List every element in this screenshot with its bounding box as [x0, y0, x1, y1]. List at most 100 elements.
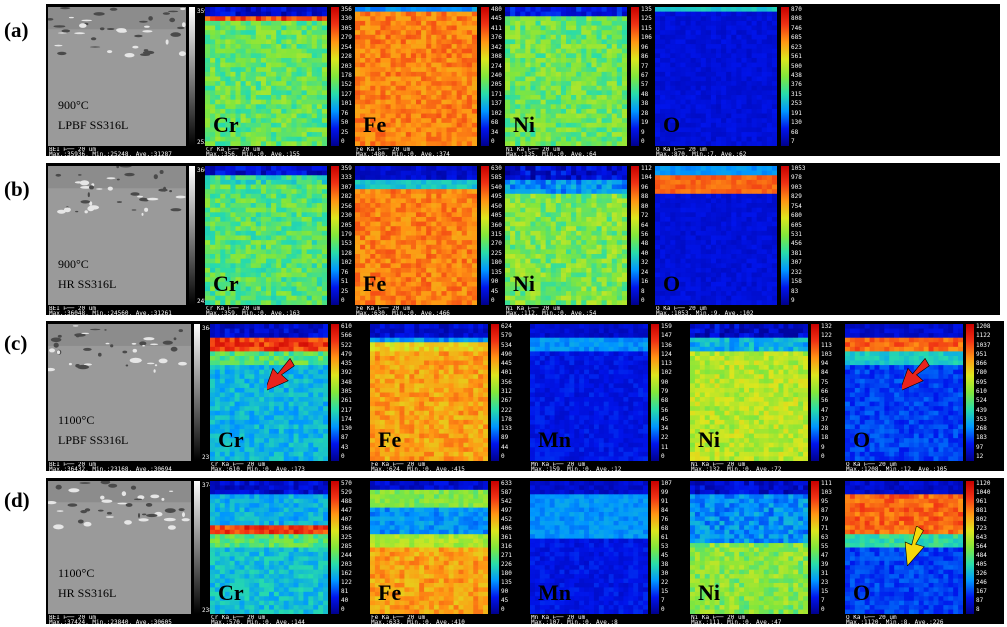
- scale-tick-label: 103: [821, 350, 832, 358]
- scale-tick-label: 135: [501, 579, 512, 586]
- color-scale-bar: [811, 324, 819, 461]
- element-label: Fe: [363, 112, 387, 137]
- intensity-map: [210, 481, 328, 614]
- grayscale-bar: [194, 481, 200, 614]
- scale-tick-label: 135: [641, 6, 652, 13]
- scale-tick-label: 56: [641, 231, 649, 238]
- scale-tick-label: 183: [976, 434, 987, 442]
- scale-tick-label: 624: [501, 323, 512, 330]
- scale-tick-label: 87: [976, 597, 984, 604]
- element-label: Ni: [698, 427, 720, 452]
- scale-tick-label: 452: [501, 516, 512, 523]
- scale-tick-label: 0: [641, 138, 645, 145]
- element-label: Mn: [538, 427, 571, 452]
- color-scale-bar: [631, 7, 639, 146]
- map-caption: Cr Ka ⊢── 20 um Max.:570, Min.:0, Ave.:14…: [211, 615, 305, 625]
- scale-tick-label: 39: [821, 561, 829, 568]
- scale-tick-label: 113: [821, 341, 832, 349]
- element-label: Cr: [213, 271, 239, 296]
- color-scale-bar: [781, 166, 789, 305]
- scale-tick-label: 401: [501, 369, 512, 377]
- intensity-map: [690, 481, 808, 614]
- scale-tick-label: 44: [501, 443, 509, 451]
- scale-tick-label: 802: [976, 516, 987, 523]
- color-scale-ticks: 624 579 534 490 445 401 356 312 267 222 178 133 89 44…: [501, 324, 521, 461]
- scale-tick-label: 87: [821, 507, 829, 514]
- scale-tick-label: 8: [976, 606, 980, 613]
- map-strip: [46, 478, 1004, 624]
- scale-tick-label: 366: [341, 525, 352, 532]
- scale-tick-label: 102: [341, 259, 352, 267]
- scale-tick-label: 111: [821, 480, 832, 487]
- color-scale-bar: [651, 324, 659, 461]
- scale-tick-label: 103: [821, 489, 832, 496]
- scale-tick-label: 267: [501, 397, 512, 405]
- scale-tick-label: 99: [661, 489, 669, 496]
- scale-tick-label: 274: [491, 62, 502, 70]
- element-label: Ni: [698, 580, 720, 605]
- map-caption: O Ka ⊢── 20 um Max.:1053, Min.:9, Ave.:10…: [656, 306, 754, 316]
- scale-tick-label: 96: [641, 43, 649, 51]
- scale-tick-label: 0: [821, 606, 825, 613]
- scale-tick-label: 47: [821, 406, 829, 414]
- scale-tick-label: 808: [791, 15, 802, 23]
- scale-tick-label: 951: [976, 350, 987, 358]
- sem-micrograph: [48, 7, 186, 146]
- scale-tick-label: 610: [976, 388, 987, 395]
- sem-micrograph: [48, 324, 191, 461]
- scale-tick-label: 232: [791, 268, 802, 276]
- scale-tick-label: 961: [976, 498, 987, 505]
- scale-tick-label: 579: [501, 332, 512, 340]
- scale-tick-label: 0: [641, 297, 645, 304]
- element-map-fe: Fe: [355, 166, 477, 305]
- scale-tick-label: 130: [341, 425, 352, 433]
- scale-tick-label: 256: [341, 202, 352, 210]
- scale-tick-label: 312: [501, 388, 512, 395]
- color-scale-ticks: 1208 1122 1037 951 866 780 695 610 524 439 353 268 1…: [976, 324, 996, 461]
- map-caption: Mn Ka ⊢── 20 um Max.:159, Min.:0, Ave.:12: [531, 462, 622, 472]
- color-scale-ticks: 480 445 411 376 342 308 274 240 205 171 137 102 68 34…: [491, 7, 513, 146]
- scale-tick-label: 89: [501, 434, 509, 442]
- scale-tick-label: 500: [791, 62, 802, 70]
- scale-tick-label: 79: [821, 516, 829, 523]
- scale-tick-label: 315: [791, 90, 802, 98]
- element-label: O: [663, 112, 681, 137]
- scale-tick-label: 136: [661, 341, 672, 349]
- scale-tick-label: 50: [341, 119, 349, 127]
- scale-tick-label: 361: [501, 534, 512, 541]
- scale-tick-label: 0: [821, 453, 825, 460]
- scale-tick-label: 685: [791, 34, 802, 42]
- scale-tick-label: 28: [641, 109, 649, 117]
- color-scale-bar: [966, 481, 974, 614]
- scale-tick-label: 0: [491, 297, 495, 304]
- scale-tick-label: 61: [661, 534, 669, 541]
- map-caption: Fe Ka ⊢── 20 um Max.:633, Min.:0, Ave.:41…: [371, 615, 465, 625]
- scale-tick-label: 0: [661, 606, 665, 613]
- element-label: O: [663, 271, 681, 296]
- color-scale-ticks: 356 330 305 279 254 228 203 178 152 127 101 76 50 25 0: [341, 7, 363, 146]
- scale-tick-label: 348: [341, 378, 352, 386]
- scale-tick-label: 45: [661, 552, 669, 559]
- scale-tick-label: 84: [661, 507, 669, 514]
- scale-tick-label: 524: [976, 397, 987, 405]
- scale-tick-label: 222: [501, 406, 512, 414]
- scale-tick-label: 542: [501, 498, 512, 505]
- scale-tick-label: 153: [341, 240, 352, 248]
- element-label: Ni: [513, 271, 535, 296]
- scale-tick-label: 9: [641, 128, 645, 136]
- scale-tick-label: 68: [661, 525, 669, 532]
- map-caption: Fe Ka ⊢── 20 um Max.:480, Min.:0, Ave.:37…: [356, 147, 450, 157]
- color-scale-bar: [481, 166, 489, 305]
- scale-tick-label: 829: [791, 193, 802, 201]
- intensity-map: [205, 166, 327, 305]
- scale-tick-label: 162: [341, 570, 352, 577]
- scale-tick-label: 381: [791, 249, 802, 257]
- color-scale-bar: [331, 481, 339, 614]
- scale-tick-label: 279: [341, 34, 352, 42]
- intensity-map: [205, 7, 327, 146]
- scale-tick-label: 723: [976, 525, 987, 532]
- scale-tick-label: 167: [976, 588, 987, 595]
- map-caption: Ni Ka ⊢── 20 um Max.:111, Min.:0, Ave.:47: [691, 615, 782, 625]
- scale-tick-label: 376: [491, 34, 502, 42]
- scale-tick-label: 359: [341, 165, 352, 172]
